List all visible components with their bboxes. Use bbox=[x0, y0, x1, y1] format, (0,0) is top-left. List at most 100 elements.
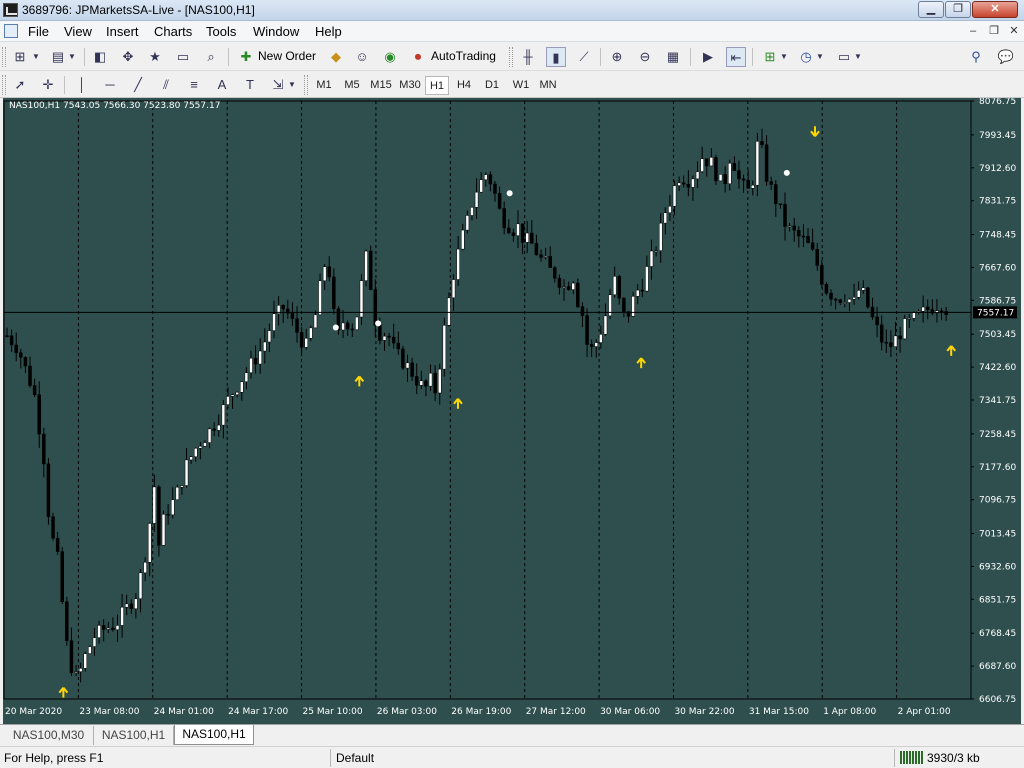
menu-file[interactable]: File bbox=[28, 24, 49, 39]
timeframe-m30[interactable]: M30 bbox=[399, 79, 421, 91]
bull-candle bbox=[92, 637, 97, 647]
candlestick-chart-icon[interactable]: ▮ bbox=[546, 47, 566, 67]
menu-tools[interactable]: Tools bbox=[206, 24, 237, 39]
status-profile[interactable]: Default bbox=[336, 751, 375, 765]
toolbar-grip[interactable] bbox=[509, 47, 513, 67]
bear-candle bbox=[580, 306, 585, 316]
line-chart-icon[interactable]: ⟋ bbox=[579, 49, 589, 64]
chevron-down-icon[interactable]: ▼ bbox=[68, 52, 76, 61]
cursor-icon[interactable]: ➚ bbox=[14, 77, 26, 92]
y-tick-label: 6932.60 bbox=[979, 562, 1016, 572]
bear-candle bbox=[778, 203, 783, 205]
price-chart[interactable]: 7557.17 20 Mar 2020 23 Mar 08:00 24 Mar 01… bbox=[3, 98, 1021, 724]
indicators-icon[interactable]: ⊞ bbox=[764, 49, 776, 64]
bull-candle bbox=[677, 182, 681, 186]
text-label-icon[interactable]: T bbox=[246, 77, 254, 92]
data-window-icon[interactable]: ✥ bbox=[122, 49, 134, 64]
menu-view[interactable]: View bbox=[64, 24, 92, 39]
chart-tab[interactable]: NAS100,H1 bbox=[94, 726, 174, 745]
chat-icon[interactable]: 💬 bbox=[997, 49, 1015, 64]
vertical-line-icon[interactable]: │ bbox=[77, 77, 87, 92]
equidistant-channel-icon[interactable]: ⫽ bbox=[163, 77, 169, 92]
bull-candle bbox=[272, 313, 276, 331]
bear-candle bbox=[884, 341, 889, 344]
bull-candle bbox=[124, 603, 129, 608]
navigator-icon[interactable]: ★ bbox=[149, 49, 161, 64]
trendline-icon[interactable]: ╱ bbox=[134, 77, 142, 92]
chevron-down-icon[interactable]: ▼ bbox=[854, 52, 862, 61]
bull-candle bbox=[217, 424, 221, 431]
new-chart-icon[interactable]: ⊞ bbox=[14, 49, 26, 64]
fibonacci-icon[interactable]: ≡ bbox=[190, 77, 198, 92]
chevron-down-icon[interactable]: ▼ bbox=[780, 52, 788, 61]
bull-candle bbox=[907, 318, 912, 320]
metaeditor-icon[interactable]: ◆ bbox=[331, 49, 341, 64]
zoom-in-icon[interactable]: ⊕ bbox=[611, 49, 623, 64]
chart-tab[interactable]: NAS100,M30 bbox=[4, 726, 94, 745]
chart-doc-icon[interactable] bbox=[4, 24, 18, 38]
toolbar-grip[interactable] bbox=[2, 75, 6, 95]
y-tick-label: 7912.60 bbox=[979, 164, 1016, 174]
timeframe-mn[interactable]: MN bbox=[539, 79, 557, 91]
bull-candle bbox=[465, 215, 470, 231]
market-icon[interactable]: ◉ bbox=[384, 49, 396, 64]
timeframe-d1[interactable]: D1 bbox=[484, 79, 500, 91]
bull-candle bbox=[244, 372, 249, 383]
new-order-icon[interactable]: ✚ bbox=[240, 49, 252, 64]
arrows-icon[interactable]: ⇲ bbox=[272, 77, 284, 92]
profiles-icon[interactable]: ▤ bbox=[51, 49, 65, 64]
chart-shift-icon[interactable]: ⇤ bbox=[726, 47, 746, 67]
chevron-down-icon[interactable]: ▼ bbox=[32, 52, 40, 61]
timeframe-h1[interactable]: H1 bbox=[425, 76, 449, 95]
zoom-out-icon[interactable]: ⊖ bbox=[639, 49, 651, 64]
toolbar-grip[interactable] bbox=[304, 75, 308, 95]
timeframe-m5[interactable]: M5 bbox=[344, 79, 360, 91]
auto-scroll-icon[interactable]: ▶ bbox=[703, 49, 713, 64]
templates-icon[interactable]: ▭ bbox=[837, 49, 851, 64]
chevron-down-icon[interactable]: ▼ bbox=[288, 80, 296, 89]
timeframe-m1[interactable]: M1 bbox=[316, 79, 332, 91]
timeframe-w1[interactable]: W1 bbox=[512, 79, 530, 91]
bull-candle bbox=[852, 297, 856, 300]
autotrading-button[interactable]: AutoTrading bbox=[431, 49, 496, 63]
mdi-restore-icon[interactable]: ❐ bbox=[989, 25, 999, 37]
menu-window[interactable]: Window bbox=[253, 24, 300, 39]
periods-icon[interactable]: ◷ bbox=[800, 49, 812, 64]
minimize-button[interactable]: ▁ bbox=[918, 1, 944, 18]
market-watch-icon[interactable]: ◧ bbox=[93, 49, 107, 64]
bear-candle bbox=[332, 276, 336, 309]
trading-signals-icon[interactable]: ☺ bbox=[355, 49, 369, 64]
chevron-down-icon[interactable]: ▼ bbox=[816, 52, 824, 61]
autotrading-icon[interactable]: ⏺ bbox=[414, 49, 422, 64]
close-button[interactable]: ✕ bbox=[972, 1, 1018, 18]
menu-help[interactable]: Help bbox=[315, 24, 342, 39]
mdi-close-icon[interactable]: ✕ bbox=[1009, 25, 1019, 37]
toolbar-grip[interactable] bbox=[2, 47, 6, 67]
bear-candle bbox=[345, 322, 350, 330]
bull-candle bbox=[83, 653, 88, 669]
bar-chart-icon[interactable]: ╫ bbox=[523, 49, 533, 64]
timeframe-m15[interactable]: M15 bbox=[370, 79, 392, 91]
chart-tab-active[interactable]: NAS100,H1 bbox=[174, 725, 254, 745]
chart-window[interactable]: 7557.17 20 Mar 2020 23 Mar 08:00 24 Mar 01… bbox=[3, 98, 1021, 724]
terminal-icon[interactable]: ▭ bbox=[176, 49, 190, 64]
menu-charts[interactable]: Charts bbox=[154, 24, 193, 39]
horizontal-line-icon[interactable]: ─ bbox=[105, 77, 115, 92]
strategy-tester-icon[interactable]: ⌕ bbox=[207, 49, 215, 64]
crosshair-icon[interactable]: ✛ bbox=[42, 77, 54, 92]
bull-candle bbox=[479, 179, 483, 193]
bear-candle bbox=[65, 601, 69, 642]
mdi-minimize-icon[interactable]: – bbox=[969, 25, 977, 37]
bear-candle bbox=[553, 267, 557, 279]
bear-candle bbox=[732, 162, 737, 171]
tile-windows-icon[interactable]: ▦ bbox=[666, 49, 680, 64]
toolbar-separator bbox=[690, 48, 691, 66]
timeframe-h4[interactable]: H4 bbox=[456, 79, 472, 91]
bear-candle bbox=[566, 286, 571, 290]
text-icon[interactable]: A bbox=[217, 77, 227, 92]
search-icon[interactable]: ⚲ bbox=[971, 49, 981, 64]
new-order-button[interactable]: New Order bbox=[258, 49, 317, 63]
current-price-box bbox=[973, 306, 1017, 319]
maximize-button[interactable]: ❐ bbox=[945, 1, 971, 18]
menu-insert[interactable]: Insert bbox=[106, 24, 139, 39]
